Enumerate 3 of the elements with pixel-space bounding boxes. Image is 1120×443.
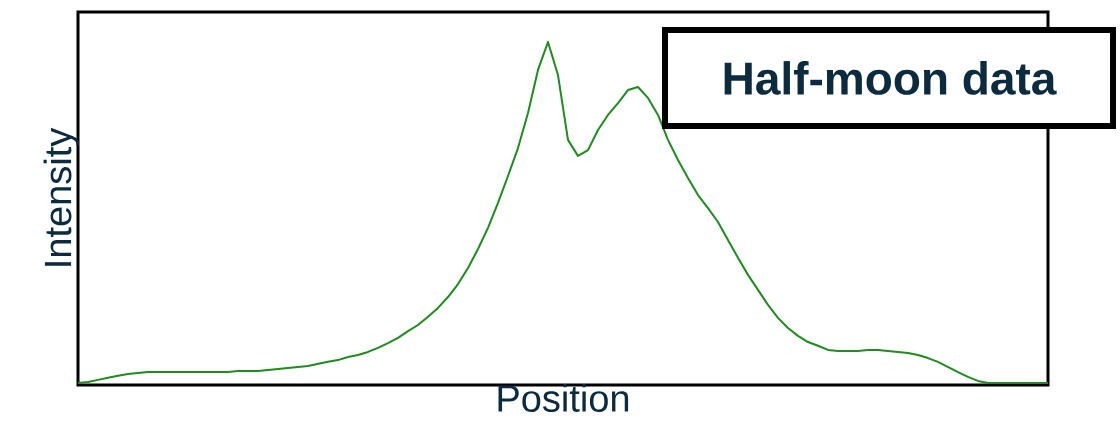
- y-axis-title: Intensity: [43, 127, 79, 266]
- chart-title: Half-moon data: [724, 61, 1057, 95]
- x-axis-title: Position: [498, 384, 629, 412]
